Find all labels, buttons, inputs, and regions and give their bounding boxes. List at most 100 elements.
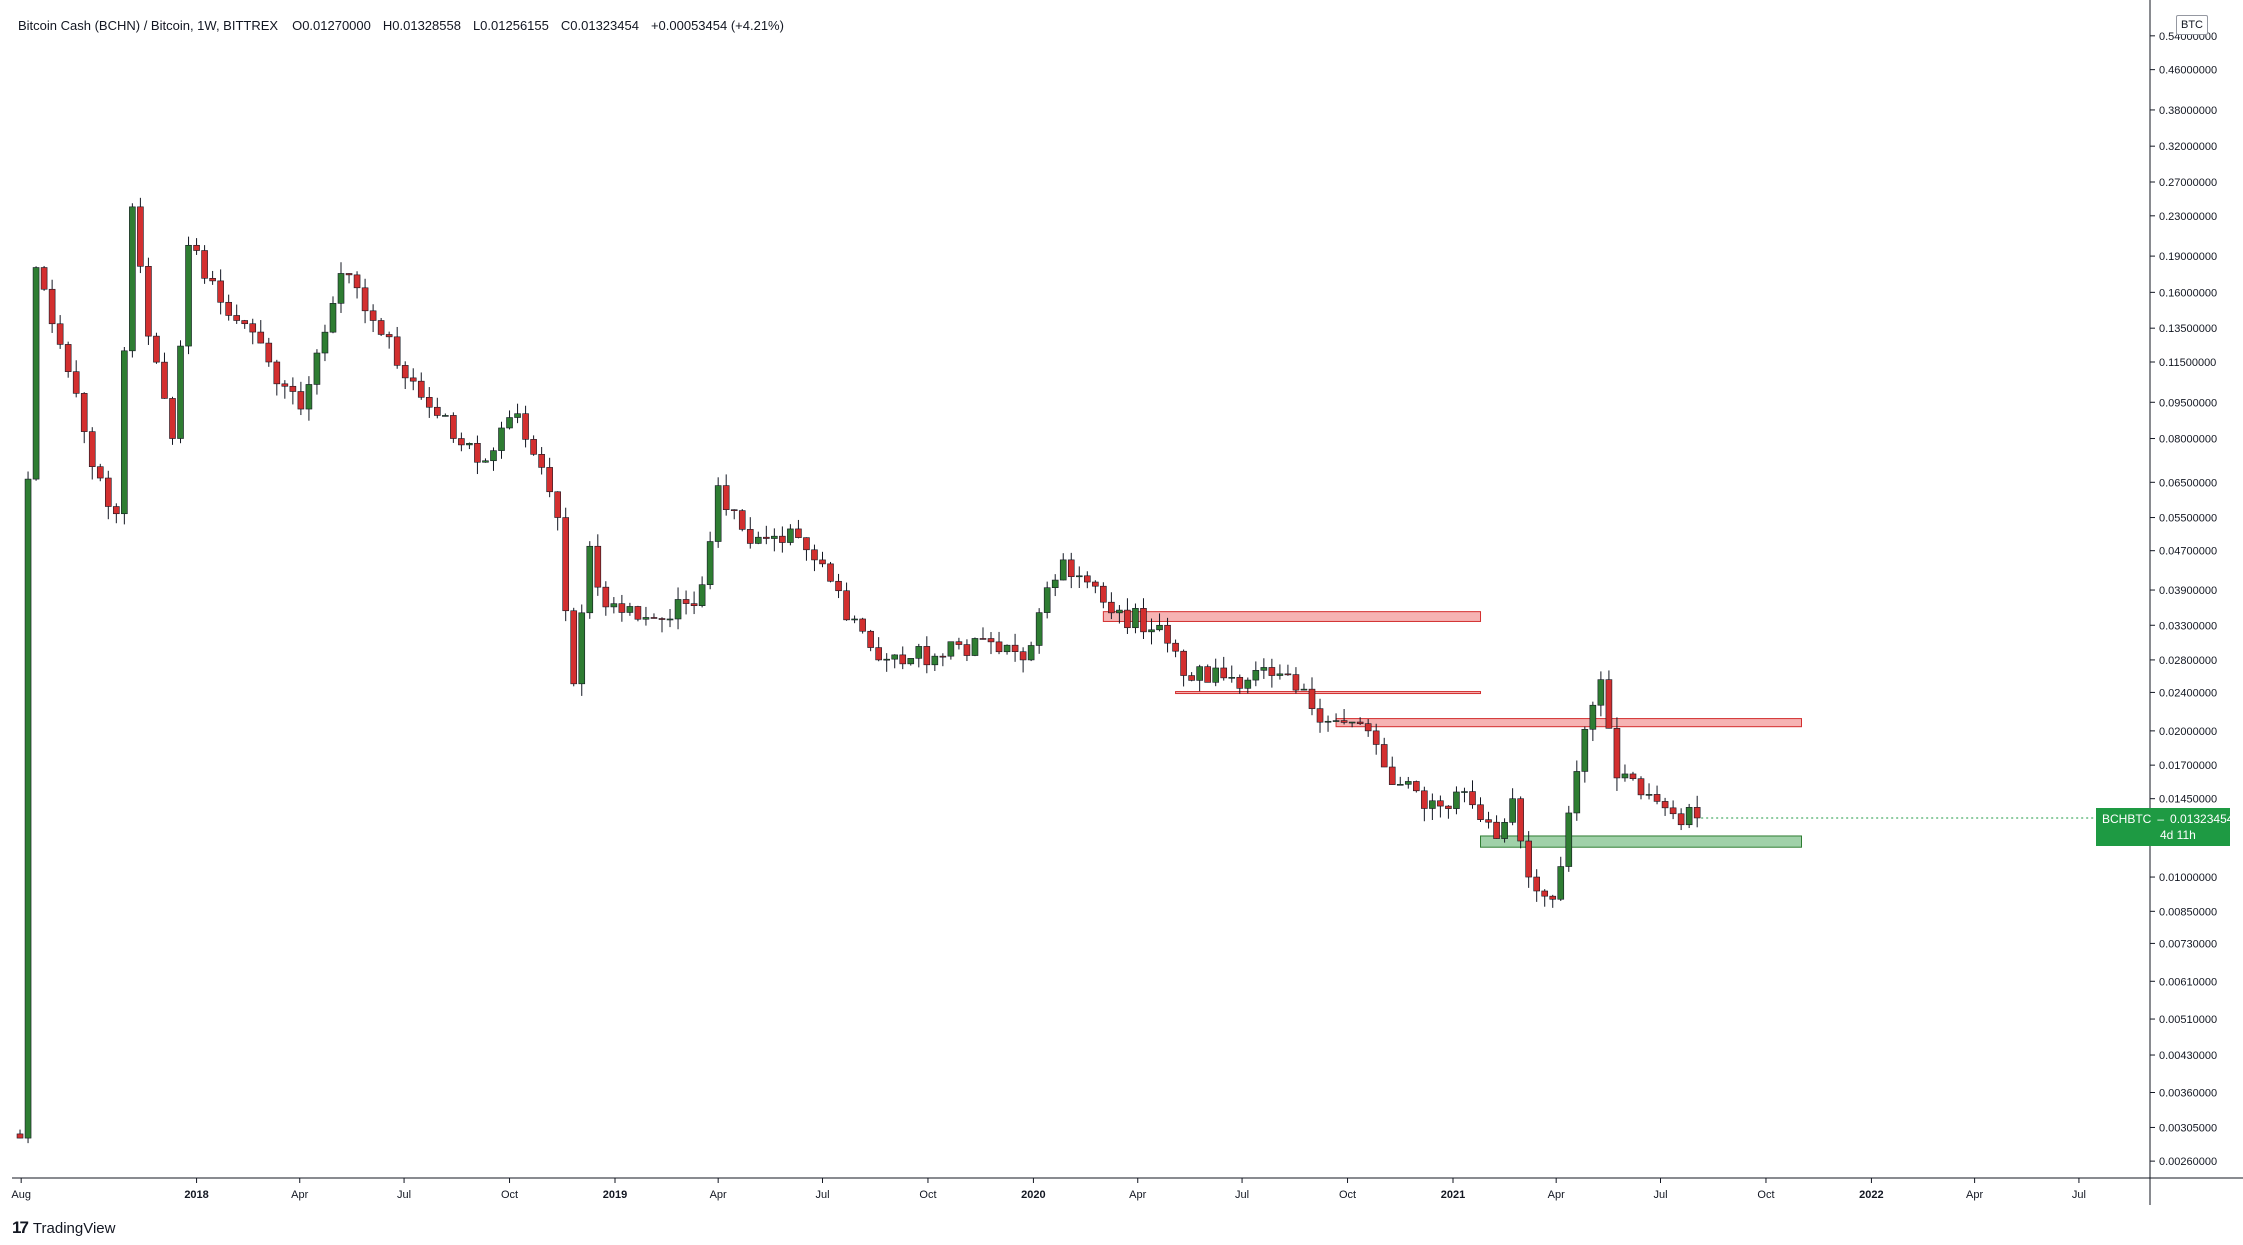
- candle-body-up: [1003, 644, 1011, 653]
- candle: [1051, 574, 1059, 597]
- candle: [1276, 664, 1284, 680]
- price-tick-label: 0.27000000: [2159, 177, 2217, 189]
- candle: [514, 403, 521, 424]
- candle-body-down: [201, 250, 208, 279]
- candle-body-up: [626, 606, 634, 613]
- candle: [979, 627, 987, 640]
- candle: [763, 525, 770, 545]
- candle: [1180, 649, 1187, 687]
- candle-body-down: [425, 397, 433, 408]
- candle-body-up: [1051, 579, 1059, 589]
- candle-body-down: [1292, 674, 1300, 691]
- candle-body-down: [530, 439, 537, 455]
- axes: 0.540000000.460000000.380000000.32000000…: [11, 0, 2243, 1205]
- time-tick-label: Apr: [1966, 1189, 1983, 1201]
- candle-body-up: [754, 536, 762, 544]
- candle: [490, 447, 497, 471]
- candle: [257, 320, 265, 344]
- candle-body-up: [1035, 612, 1043, 646]
- candle: [337, 262, 345, 313]
- candle: [177, 340, 184, 444]
- candle: [899, 646, 907, 670]
- candle: [859, 617, 866, 634]
- candle: [947, 641, 955, 660]
- candle: [1533, 869, 1540, 902]
- tradingview-logo[interactable]: 17 TradingView: [12, 1218, 115, 1238]
- candle-body-up: [666, 618, 674, 621]
- candle: [907, 658, 915, 666]
- candle: [1372, 723, 1380, 755]
- candle: [931, 653, 939, 671]
- candle: [1661, 797, 1669, 816]
- candle-body-down: [722, 485, 730, 510]
- candle: [602, 581, 610, 616]
- candle-body-down: [1693, 807, 1701, 819]
- candle: [72, 360, 80, 398]
- candle-body-down: [867, 630, 874, 648]
- candle-body-down: [1188, 675, 1195, 681]
- candle-body-down: [401, 365, 409, 379]
- candle-body-up: [1565, 812, 1573, 867]
- price-tick-label: 0.04700000: [2159, 546, 2217, 558]
- candle-body-down: [650, 617, 658, 619]
- candle-body-down: [1413, 781, 1420, 792]
- candle-body-down: [594, 545, 602, 588]
- candle: [1300, 683, 1308, 691]
- time-tick-label: Oct: [1757, 1189, 1774, 1201]
- time-tick-label: Apr: [291, 1189, 308, 1201]
- candle-body-down: [289, 385, 297, 392]
- candle: [297, 381, 305, 416]
- candle: [714, 477, 722, 548]
- candle-body-up: [1348, 721, 1356, 724]
- candle: [1437, 795, 1444, 818]
- candle: [1292, 667, 1300, 694]
- candle: [1541, 889, 1549, 907]
- candle: [1597, 671, 1605, 717]
- candle-body-up: [321, 331, 329, 354]
- candle: [474, 435, 481, 475]
- candle-body-down: [377, 320, 385, 335]
- time-tick-label: 2020: [1021, 1189, 1045, 1201]
- candle: [1132, 603, 1139, 634]
- candle: [1613, 717, 1621, 791]
- candle: [682, 590, 690, 615]
- price-tick-label: 0.00430000: [2159, 1050, 2217, 1062]
- candle: [1605, 670, 1613, 729]
- candle-body-down: [1493, 821, 1500, 839]
- candle-body-down: [96, 466, 104, 479]
- candle-body-up: [1300, 688, 1308, 691]
- price-tick-label: 0.11500000: [2159, 357, 2216, 369]
- candle: [1244, 677, 1252, 694]
- candle: [450, 412, 457, 443]
- candle: [353, 271, 361, 299]
- candles-layer: [16, 197, 1701, 1144]
- currency-tag[interactable]: BTC: [2176, 15, 2208, 35]
- candle: [666, 609, 674, 628]
- candle-body-up: [1043, 587, 1051, 613]
- candle-body-down: [40, 267, 48, 290]
- candle: [939, 653, 947, 667]
- candle-body-down: [538, 454, 545, 468]
- candle-body-down: [80, 393, 88, 432]
- candle-body-up: [1589, 704, 1597, 730]
- candle: [1573, 760, 1581, 821]
- badge-symbol: BCHBTC: [2102, 811, 2152, 826]
- price-tick-label: 0.38000000: [2159, 105, 2217, 117]
- candle: [1220, 656, 1228, 681]
- candle: [1356, 717, 1364, 726]
- candle-body-down: [1637, 778, 1645, 796]
- candle-body-up: [32, 267, 40, 480]
- candle: [674, 587, 682, 630]
- candle: [1693, 795, 1701, 828]
- candle-body-up: [1429, 800, 1436, 809]
- candle: [1188, 672, 1195, 682]
- candle-body-up: [1645, 794, 1653, 796]
- price-tick-label: 0.00850000: [2159, 906, 2217, 918]
- price-tick-label: 0.09500000: [2159, 397, 2217, 409]
- candle-body-down: [1677, 813, 1685, 826]
- candle: [80, 392, 88, 444]
- candle: [313, 349, 321, 395]
- resistance-zone: [1175, 691, 1482, 695]
- candle: [706, 531, 714, 590]
